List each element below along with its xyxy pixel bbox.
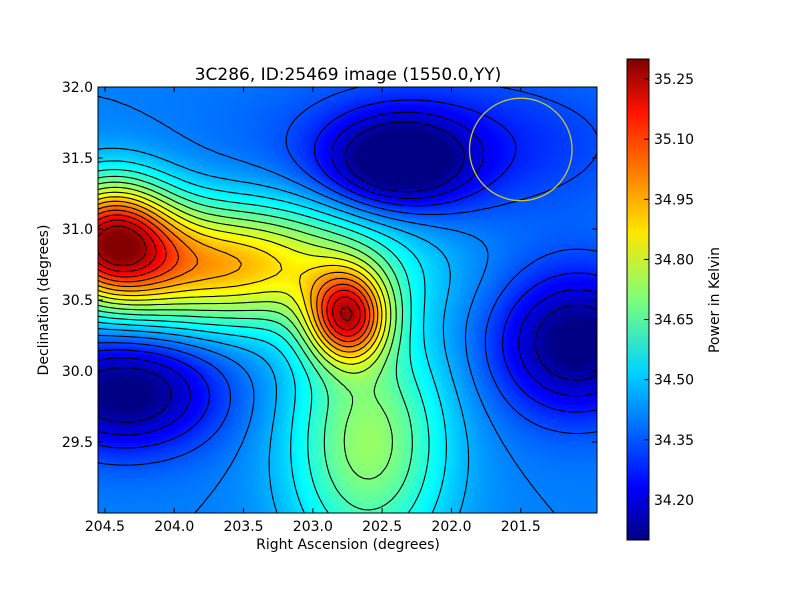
y-axis-title: Declination (degrees) xyxy=(36,225,52,376)
contour-line xyxy=(98,196,383,359)
colorbar-tick-label: 35.25 xyxy=(654,72,694,88)
contour-line xyxy=(98,191,387,365)
contour-line xyxy=(98,209,371,343)
contour-line xyxy=(98,225,353,322)
colorbar-tick-label: 34.65 xyxy=(654,313,694,329)
colorbar-label: Power in Kelvin xyxy=(707,247,723,353)
colorbar-gradient xyxy=(626,58,650,541)
x-axis-title: Right Ascension (degrees) xyxy=(256,537,440,553)
y-axis: 29.5 30.0 30.5 31.0 31.5 32.0 xyxy=(62,80,597,451)
colorbar: 34.20 34.35 34.50 34.65 34.80 34.95 35.10 35.25… xyxy=(626,58,723,541)
colorbar-tick-label: 34.20 xyxy=(654,493,694,509)
contour-line xyxy=(98,121,597,423)
x-tick-label: 202.0 xyxy=(431,519,471,535)
y-tick-label: 30.0 xyxy=(62,364,93,380)
y-tick-label: 29.5 xyxy=(62,435,93,451)
colorbar-tick-label: 35.10 xyxy=(654,132,694,148)
contour-line xyxy=(98,160,447,513)
contour-line xyxy=(98,147,470,513)
colorbar-tick-label: 34.35 xyxy=(654,433,694,449)
y-tick-label: 32.0 xyxy=(62,80,93,96)
contour-line xyxy=(98,219,361,331)
contour-line xyxy=(98,87,597,466)
chart-title: 3C286, ID:25469 image (1550.0,YY) xyxy=(195,65,502,85)
x-tick-label: 204.5 xyxy=(85,519,125,535)
colorbar-tick-label: 34.95 xyxy=(654,192,694,208)
contour-lines xyxy=(98,87,597,513)
heatmap-image xyxy=(98,87,597,513)
colorbar-tick-label: 34.50 xyxy=(654,373,694,389)
contour-line xyxy=(98,186,392,374)
x-tick-label: 203.5 xyxy=(223,519,263,535)
colorbar-ticks: 34.20 34.35 34.50 34.65 34.80 34.95 35.10 35.25 xyxy=(644,72,694,509)
contour-line xyxy=(98,181,397,480)
x-tick-label: 204.0 xyxy=(154,519,194,535)
contour-line xyxy=(98,168,430,513)
contour-line xyxy=(98,200,379,353)
contour-line xyxy=(98,95,556,513)
plot-area: 204.5 204.0 203.5 203.0 202.5 202.0 201.5 29.5… xyxy=(62,80,598,535)
contour-line xyxy=(98,99,597,449)
contour-line xyxy=(98,205,375,348)
x-tick-label: 201.5 xyxy=(501,519,541,535)
contour-line xyxy=(98,111,597,436)
colorbar-tick-label: 34.80 xyxy=(654,252,694,268)
y-tick-label: 31.0 xyxy=(62,222,93,238)
x-tick-label: 203.0 xyxy=(293,519,333,535)
x-axis: 204.5 204.0 203.5 203.0 202.5 202.0 201.5 xyxy=(85,87,541,535)
x-tick-label: 202.5 xyxy=(362,519,402,535)
contour-line xyxy=(98,175,413,511)
beam-circle xyxy=(468,97,573,202)
y-tick-label: 31.5 xyxy=(62,151,93,167)
y-tick-label: 30.5 xyxy=(62,293,93,309)
